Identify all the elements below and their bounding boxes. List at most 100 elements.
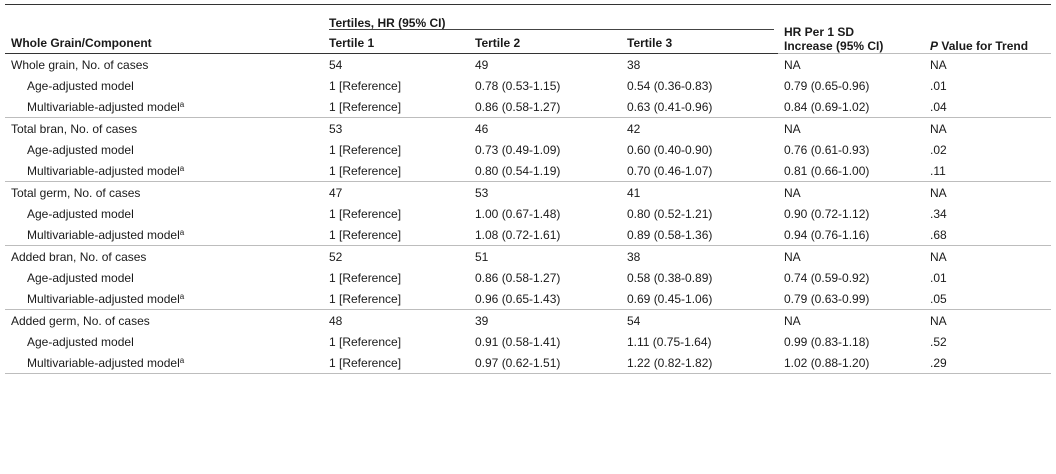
row-label-text: Age-adjusted model — [27, 78, 134, 93]
tertile-1-cell: 1 [Reference] — [323, 75, 469, 96]
tertile-1-cell-text: 48 — [329, 313, 343, 328]
tertile-2-header: Tertile 2 — [469, 30, 621, 54]
p-trend-cell: .34 — [924, 203, 1051, 224]
hr-per-sd-cell: 0.81 (0.66-1.00) — [778, 160, 924, 182]
section-row: Total bran, No. of cases 53 46 42 NA NA — [5, 117, 1051, 139]
tertile-2-cell: 0.78 (0.53-1.15) — [469, 75, 621, 96]
table-header: Tertiles, HR (95% CI) HR Per 1 SD Increa… — [5, 4, 1051, 54]
hr-per-sd-cell-text: 0.79 (0.63-0.99) — [784, 291, 870, 306]
tertile-2-cell: 0.96 (0.65-1.43) — [469, 288, 621, 310]
tertile-2-cell-text: 0.86 (0.58-1.27) — [475, 270, 561, 285]
model-row: Multivariable-adjusted modela 1 [Referenc… — [5, 96, 1051, 118]
footnote-marker: a — [179, 355, 185, 365]
tertile-3-cell-text: 38 — [627, 57, 641, 72]
p-trend-cell-text: .29 — [930, 355, 947, 370]
tertile-3-cell: 0.60 (0.40-0.90) — [621, 139, 778, 160]
p-trend-cell-text: .01 — [930, 78, 947, 93]
tertile-3-cell-text: 0.54 (0.36-0.83) — [627, 78, 713, 93]
tertile-3-cell-text: 54 — [627, 313, 641, 328]
tertile-2-cell-text: 46 — [475, 121, 489, 136]
p-trend-cell-text: .34 — [930, 206, 947, 221]
row-label-text: Total germ, No. of cases — [11, 185, 141, 200]
tertile-1-cell: 1 [Reference] — [323, 96, 469, 118]
hr-per-sd-cell: 0.99 (0.83-1.18) — [778, 331, 924, 352]
row-label-text: Multivariable-adjusted model — [27, 99, 180, 114]
tertile-1-cell: 52 — [323, 245, 469, 267]
hr-header-line-2: Increase (95% CI) — [784, 39, 884, 53]
tertile-3-header: Tertile 3 — [621, 30, 778, 54]
row-label: Age-adjusted model — [5, 203, 323, 224]
tertile-2-cell: 1.08 (0.72-1.61) — [469, 224, 621, 246]
tertile-2-cell-text: 1.08 (0.72-1.61) — [475, 227, 561, 242]
hr-per-sd-header: HR Per 1 SD Increase (95% CI) — [778, 5, 924, 54]
row-label: Whole grain, No. of cases — [5, 53, 323, 75]
tertile-3-cell: 54 — [621, 309, 778, 331]
tertile-2-cell-text: 0.91 (0.58-1.41) — [475, 334, 561, 349]
tertile-1-cell-text: 1 [Reference] — [329, 99, 402, 114]
tertile-3-cell-text: 0.70 (0.46-1.07) — [627, 163, 713, 178]
section-row: Added bran, No. of cases 52 51 38 NA NA — [5, 245, 1051, 267]
row-label-text: Age-adjusted model — [27, 142, 134, 157]
p-trend-cell: NA — [924, 181, 1051, 203]
model-row: Multivariable-adjusted modela 1 [Referenc… — [5, 352, 1051, 374]
model-row: Multivariable-adjusted modela 1 [Referenc… — [5, 224, 1051, 246]
tertile-1-cell-text: 1 [Reference] — [329, 291, 402, 306]
section-row: Whole grain, No. of cases 54 49 38 NA NA — [5, 53, 1051, 75]
tertile-3-cell: 41 — [621, 181, 778, 203]
footnote-marker: a — [179, 163, 185, 173]
tertile-3-cell: 1.22 (0.82-1.82) — [621, 352, 778, 374]
tertile-1-cell-text: 1 [Reference] — [329, 206, 402, 221]
tertile-2-cell: 0.86 (0.58-1.27) — [469, 267, 621, 288]
p-trend-cell-text: .68 — [930, 227, 947, 242]
hr-per-sd-cell: 0.76 (0.61-0.93) — [778, 139, 924, 160]
hr-per-sd-cell-text: NA — [784, 249, 801, 264]
tertile-2-cell: 53 — [469, 181, 621, 203]
hr-per-sd-cell: 1.02 (0.88-1.20) — [778, 352, 924, 374]
tertile-1-cell-text: 47 — [329, 185, 343, 200]
row-label: Added germ, No. of cases — [5, 309, 323, 331]
tertile-2-cell: 46 — [469, 117, 621, 139]
tertile-2-cell-text: 51 — [475, 249, 489, 264]
footnote-marker: a — [179, 99, 185, 109]
tertile-1-cell: 54 — [323, 53, 469, 75]
tertile-1-cell: 1 [Reference] — [323, 139, 469, 160]
row-label-text: Multivariable-adjusted model — [27, 355, 180, 370]
tertile-3-cell-text: 1.22 (0.82-1.82) — [627, 355, 713, 370]
p-trend-cell: .68 — [924, 224, 1051, 246]
header-row-1: Tertiles, HR (95% CI) HR Per 1 SD Increa… — [5, 5, 1051, 53]
hr-per-sd-cell: 0.79 (0.65-0.96) — [778, 75, 924, 96]
tertile-1-cell: 1 [Reference] — [323, 203, 469, 224]
p-trend-cell: .05 — [924, 288, 1051, 310]
tertile-1-cell-text: 1 [Reference] — [329, 355, 402, 370]
model-row: Age-adjusted model 1 [Reference] 0.86 (0.5… — [5, 267, 1051, 288]
header-row-2: Whole Grain/Component Tertile 1 Tertile … — [5, 30, 1051, 54]
p-trend-cell: .01 — [924, 267, 1051, 288]
tertile-3-cell: 38 — [621, 53, 778, 75]
header-spacer — [5, 5, 323, 30]
p-italic: P — [930, 39, 939, 53]
row-label-text: Age-adjusted model — [27, 334, 134, 349]
hr-per-sd-cell: NA — [778, 181, 924, 203]
row-label: Total bran, No. of cases — [5, 117, 323, 139]
hr-per-sd-cell: 0.90 (0.72-1.12) — [778, 203, 924, 224]
tertile-3-cell: 0.63 (0.41-0.96) — [621, 96, 778, 118]
row-label: Age-adjusted model — [5, 75, 323, 96]
tertile-1-cell-text: 54 — [329, 57, 343, 72]
row-label: Added bran, No. of cases — [5, 245, 323, 267]
tertile-3-cell-text: 41 — [627, 185, 641, 200]
tertile-2-cell-text: 49 — [475, 57, 489, 72]
hr-per-sd-cell: NA — [778, 117, 924, 139]
row-label-text: Age-adjusted model — [27, 270, 134, 285]
tertile-1-cell: 48 — [323, 309, 469, 331]
p-trend-cell: .02 — [924, 139, 1051, 160]
tertile-3-cell: 0.58 (0.38-0.89) — [621, 267, 778, 288]
hr-per-sd-cell: 0.79 (0.63-0.99) — [778, 288, 924, 310]
tertile-1-cell: 1 [Reference] — [323, 224, 469, 246]
hr-per-sd-cell: NA — [778, 245, 924, 267]
model-row: Age-adjusted model 1 [Reference] 0.91 (0.5… — [5, 331, 1051, 352]
model-row: Age-adjusted model 1 [Reference] 1.00 (0.6… — [5, 203, 1051, 224]
hr-per-sd-cell: NA — [778, 309, 924, 331]
footnote-marker: a — [179, 291, 185, 301]
tertile-2-cell-text: 53 — [475, 185, 489, 200]
tertile-3-cell-text: 0.69 (0.45-1.06) — [627, 291, 713, 306]
